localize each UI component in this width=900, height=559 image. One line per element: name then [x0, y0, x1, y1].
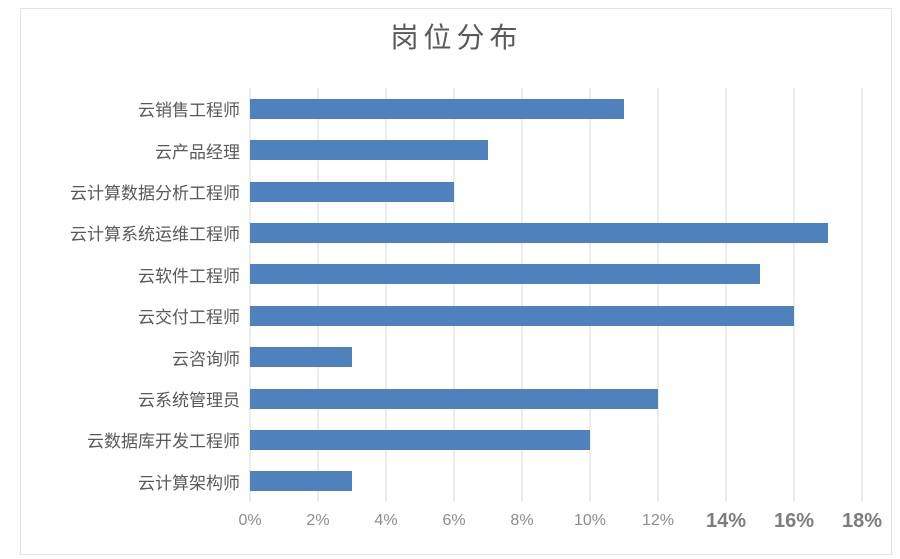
gridline [385, 88, 387, 502]
bar-rows: 云销售工程师云产品经理云计算数据分析工程师 云计算系统运维工程师云软件工程师 云交付… [20, 88, 862, 502]
category-label: 云数据库开发工程师 [87, 432, 240, 452]
category-label: 云系统管理员 [138, 391, 240, 411]
x-tick-label: 12% [641, 512, 675, 529]
x-tick-label: 6% [442, 512, 466, 529]
x-tick-label: 8% [510, 512, 534, 529]
bar-track [250, 461, 862, 502]
gridline [249, 88, 251, 502]
gridlines [249, 88, 863, 502]
category-label: 云计算架构师 [138, 473, 240, 493]
bar [250, 140, 488, 161]
x-tick-label: 4% [374, 512, 398, 529]
x-tick-label: 18% [841, 510, 883, 532]
bar-track [250, 378, 862, 419]
bar-row: 云系统管理员 [20, 378, 862, 419]
category-label: 云咨询师 [172, 349, 240, 369]
plot-area: 云销售工程师云产品经理云计算数据分析工程师 云计算系统运维工程师云软件工程师 云交付… [20, 88, 863, 502]
bar-row: 云交付工程师 [20, 295, 862, 336]
bar-track [250, 88, 862, 129]
bar-row: 云销售工程师 [20, 88, 862, 129]
gridline [657, 88, 659, 502]
bar [250, 264, 760, 285]
bar [250, 98, 624, 119]
bar [250, 388, 658, 409]
bar [250, 471, 352, 492]
bar-track [250, 129, 862, 170]
bar-track [250, 295, 862, 336]
bar-track [250, 419, 862, 460]
bar-row: 云咨询师 [20, 336, 862, 377]
x-tick-label: 16% [773, 510, 814, 532]
chart-border [20, 8, 892, 555]
bar-row: 云产品经理 [20, 129, 862, 170]
category-label: 云交付工程师 [138, 308, 240, 328]
bar-row: 云计算数据分析工程师 [20, 171, 862, 212]
bar-track [250, 254, 862, 295]
gridline [725, 88, 727, 502]
category-label: 云产品经理 [155, 142, 240, 162]
category-label: 云计算系统运维工程师 [70, 225, 240, 245]
x-tick-label: 10% [573, 512, 607, 529]
gridline [317, 88, 319, 502]
category-label: 云销售工程师 [138, 101, 240, 121]
bar-track [250, 171, 862, 212]
bar-row: 云计算架构师 [20, 461, 862, 502]
gridline [793, 88, 795, 502]
category-label: 云计算数据分析工程师 [70, 184, 240, 204]
bar-track [250, 212, 862, 253]
bar [250, 305, 794, 326]
gridline [453, 88, 455, 502]
bar [250, 347, 352, 368]
x-tick-label: 14% [705, 510, 747, 532]
gridline [521, 88, 523, 502]
x-tick-label: 2% [306, 512, 330, 529]
bar [250, 222, 828, 243]
gridline [861, 88, 863, 502]
x-tick-label: 0% [238, 512, 262, 529]
bar [250, 181, 454, 202]
bar-track [250, 336, 862, 377]
chart-title: 岗位分布 [390, 22, 523, 53]
bar [250, 429, 590, 450]
gridline [589, 88, 591, 502]
bar-row: 云数据库开发工程师 [20, 419, 862, 460]
x-axis: 0% 2% 4% 6% 8% 10% 12% 14% 16% 18% [238, 508, 882, 542]
bar-row: 云计算系统运维工程师 [20, 212, 862, 253]
bar-row: 云软件工程师 [20, 254, 862, 295]
category-label: 云软件工程师 [138, 266, 240, 286]
